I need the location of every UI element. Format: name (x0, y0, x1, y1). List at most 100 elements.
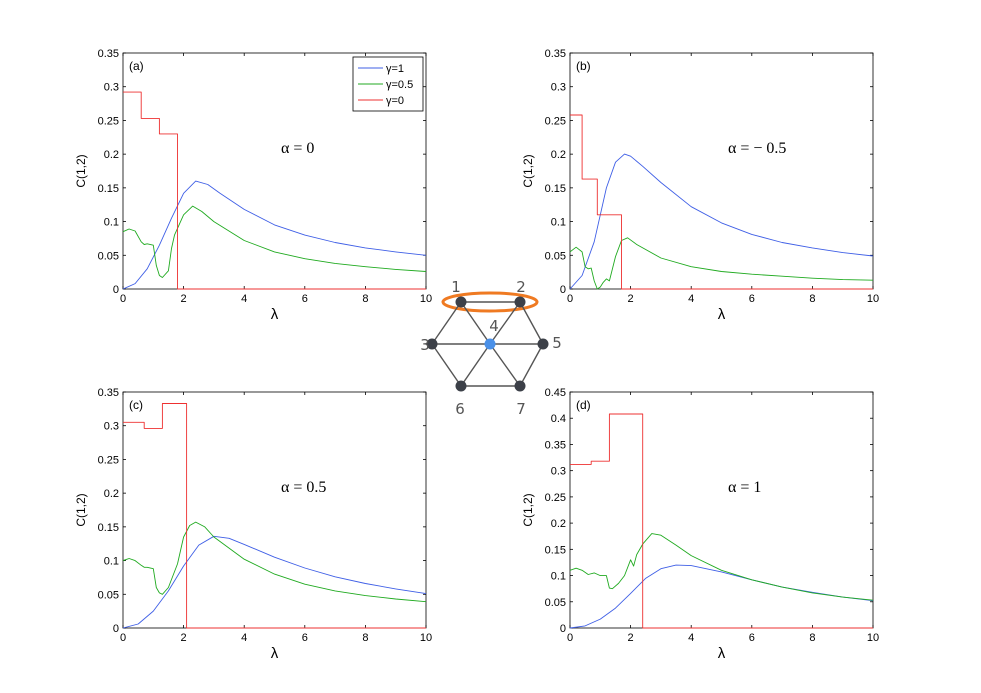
y-tick-label: 0.1 (551, 571, 566, 583)
network-edge (489, 343, 521, 387)
chart-panel-2: 0 2 4 6 8 10 0 0.05 0.1 0.15 0.2 0.25 0.3 0.35 λ C(1,2)… (521, 48, 879, 323)
series-line-3 (123, 403, 426, 629)
network-node-2 (514, 296, 526, 308)
y-axis-label: C(1,2) (74, 493, 88, 526)
y-axis-label: C(1,2) (521, 493, 535, 526)
chart-panel-4: 0 2 4 6 8 10 0 0.05 0.1 0.15 0.2 0.25 0.3 0.35 0.4 0.45… (521, 387, 879, 662)
y-tick-label: 0.05 (98, 250, 119, 262)
node-label-4: 4 (489, 317, 499, 335)
alpha-annotation: α = 0.5 (281, 479, 326, 496)
panel-label: (b) (576, 59, 591, 73)
network-node-7 (514, 380, 526, 392)
y-tick-label: 0.3 (551, 466, 566, 478)
y-tick-label: 0.45 (545, 387, 566, 399)
x-tick-label: 10 (867, 293, 879, 305)
network-edge (519, 343, 544, 387)
x-tick-label: 0 (120, 293, 126, 305)
y-tick-label: 0.25 (98, 454, 119, 466)
y-tick-label: 0 (113, 623, 119, 635)
chart-panel-3: 0 2 4 6 8 10 0 0.05 0.1 0.15 0.2 0.25 0.3 0.35 λ C(1,2)… (74, 387, 432, 662)
y-tick-label: 0.2 (551, 518, 566, 530)
axes-frame (569, 391, 874, 629)
series-line-2 (569, 237, 874, 290)
y-tick-label: 0.35 (545, 439, 566, 451)
x-tick-label: 4 (688, 293, 694, 305)
legend: γ=1 γ=0.5 γ=0 (352, 56, 424, 112)
series-line-2 (122, 205, 427, 278)
y-tick-label: 0.2 (104, 488, 119, 500)
y-tick-label: 0.2 (104, 149, 119, 161)
node-label-1: 1 (451, 278, 461, 296)
x-tick-label: 0 (567, 293, 573, 305)
y-tick-label: 0 (560, 623, 566, 635)
x-tick-label: 2 (628, 293, 634, 305)
network-edge (460, 343, 491, 387)
chart-panels: 0 2 4 6 8 1000.050.10.150.20.250.30.35λC(1,2)… (74, 48, 879, 662)
x-tick-label: 4 (688, 632, 694, 644)
network-edge (431, 301, 462, 345)
y-tick-label: 0.35 (545, 48, 566, 60)
x-tick-label: 8 (362, 293, 368, 305)
x-tick-label: 6 (749, 293, 755, 305)
x-tick-label: 10 (420, 632, 432, 644)
y-tick-label: 0.05 (545, 597, 566, 609)
network-edges (431, 301, 544, 387)
legend-box (352, 56, 424, 112)
x-tick-label: 6 (749, 632, 755, 644)
x-tick-label: 4 (241, 293, 247, 305)
x-axis-label: λ (271, 645, 279, 662)
y-tick-label: 0.25 (545, 492, 566, 504)
legend-entry: γ=1 (386, 63, 404, 75)
y-tick-label: 0.15 (98, 183, 119, 195)
network-node-3 (426, 338, 438, 350)
x-tick-label: 2 (181, 293, 187, 305)
series-line-3 (123, 91, 426, 290)
y-tick-label: 0.15 (545, 544, 566, 556)
x-tick-label: 0 (120, 632, 126, 644)
network-node-5 (537, 338, 549, 350)
x-axis-label: λ (271, 306, 279, 323)
y-tick-label: 0.05 (98, 589, 119, 601)
series-line-1 (122, 180, 427, 290)
highlight-ellipse (441, 291, 539, 313)
y-tick-label: 0.1 (104, 556, 119, 568)
y-tick-label: 0.35 (98, 48, 119, 60)
x-tick-label: 8 (809, 293, 815, 305)
y-tick-label: 0 (113, 284, 119, 296)
legend-entry: γ=0 (386, 95, 404, 107)
node-label-6: 6 (455, 400, 465, 418)
chart-panel-1: 0 2 4 6 8 10 0 0.05 0.1 0.15 0.2 0.25 0.3 0.35 λ C(1,2)… (74, 48, 432, 323)
y-axis-label: C(1,2) (521, 154, 535, 187)
legend-entry: γ=0.5 (386, 79, 413, 91)
network-edge (519, 301, 544, 345)
network-edge (489, 301, 521, 345)
series-line-2 (122, 521, 427, 603)
panel-label: (c) (129, 398, 143, 412)
x-tick-label: 10 (867, 632, 879, 644)
axes-frame (569, 52, 874, 290)
y-tick-label: 0.1 (551, 217, 566, 229)
y-tick-label: 0.05 (545, 250, 566, 262)
network-node-4 (484, 338, 496, 350)
network-node-1 (455, 296, 467, 308)
x-tick-label: 6 (302, 293, 308, 305)
node-label-5: 5 (552, 334, 562, 352)
node-label-7: 7 (516, 400, 526, 418)
x-tick-label: 2 (628, 632, 634, 644)
y-tick-label: 0.4 (551, 413, 566, 425)
y-tick-label: 0.3 (104, 421, 119, 433)
y-tick-label: 0.25 (98, 115, 119, 127)
network-nodes (426, 296, 549, 392)
y-tick-label: 0.3 (104, 82, 119, 94)
y-tick-label: 0.15 (545, 183, 566, 195)
y-tick-label: 0.15 (98, 522, 119, 534)
y-tick-label: 0 (560, 284, 566, 296)
y-tick-label: 0.2 (551, 149, 566, 161)
x-tick-label: 8 (809, 632, 815, 644)
x-tick-label: 10 (420, 293, 432, 305)
x-tick-label: 0 (567, 632, 573, 644)
alpha-annotation: α = 0 (281, 140, 314, 157)
series-line-1 (122, 535, 427, 629)
network-diagram: 1 2 3 4 5 6 7 (420, 278, 562, 418)
x-axis-label: λ (718, 645, 726, 662)
